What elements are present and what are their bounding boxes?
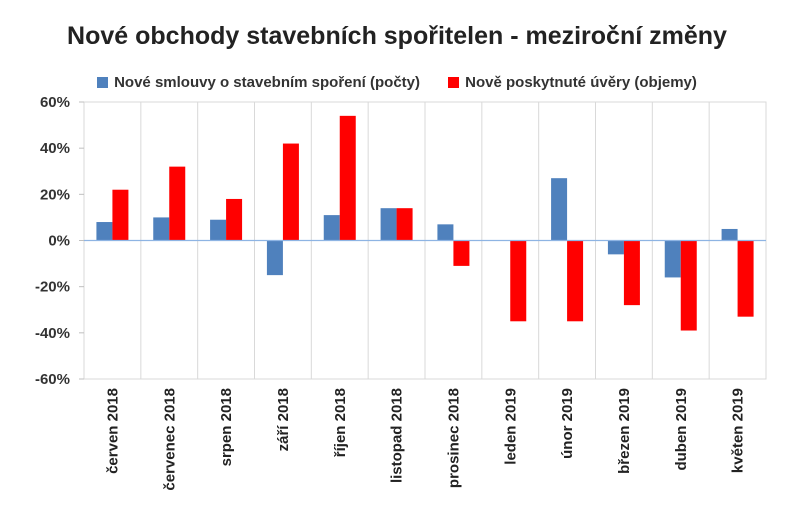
bar-uvery <box>680 240 697 331</box>
bar-uvery <box>339 115 356 241</box>
chart-legend: Nové smlouvy o stavebním spoření (počty)… <box>0 74 794 91</box>
bar-uvery <box>396 208 413 241</box>
bar-smlouvy <box>607 240 624 255</box>
legend-label-smlouvy: Nové smlouvy o stavebním spoření (počty) <box>114 74 420 91</box>
x-tick-label: květen 2019 <box>730 388 747 473</box>
legend-item-smlouvy: Nové smlouvy o stavebním spoření (počty) <box>97 74 420 91</box>
y-tick-label: -40% <box>35 325 70 342</box>
legend-label-uvery: Nově poskytnuté úvěry (objemy) <box>465 74 697 91</box>
bar-smlouvy <box>96 222 113 241</box>
y-tick-label: 60% <box>40 94 70 111</box>
bar-uvery <box>282 143 299 241</box>
y-tick-label: -20% <box>35 279 70 296</box>
bar-smlouvy <box>323 215 340 241</box>
bar-smlouvy <box>551 178 568 241</box>
bar-smlouvy <box>721 228 738 241</box>
bar-uvery <box>510 240 527 322</box>
bar-uvery <box>112 189 129 241</box>
legend-item-uvery: Nově poskytnuté úvěry (objemy) <box>448 74 697 91</box>
bar-smlouvy <box>380 208 397 241</box>
bar-uvery <box>226 198 243 241</box>
x-tick-label: září 2018 <box>275 388 292 451</box>
y-tick-label: -60% <box>35 371 70 388</box>
bar-uvery <box>453 240 470 266</box>
bar-smlouvy <box>153 217 170 241</box>
x-tick-label: leden 2019 <box>502 388 519 465</box>
bar-smlouvy <box>266 240 283 276</box>
x-tick-label: listopad 2018 <box>389 388 406 483</box>
y-tick-label: 20% <box>40 186 70 203</box>
x-tick-label: červen 2018 <box>104 388 121 474</box>
x-tick-label: červenec 2018 <box>161 388 178 491</box>
bar-uvery <box>737 240 754 317</box>
bar-uvery <box>567 240 584 322</box>
legend-swatch-smlouvy <box>97 77 109 88</box>
legend-swatch-uvery <box>448 77 460 88</box>
chart-title: Nové obchody stavebních spořitelen - mez… <box>67 22 727 50</box>
bar-smlouvy <box>210 219 227 241</box>
x-tick-label: únor 2019 <box>559 388 576 459</box>
x-tick-label: srpen 2018 <box>218 388 235 466</box>
y-tick-label: 40% <box>40 140 70 157</box>
bar-uvery <box>623 240 640 306</box>
x-tick-label: březen 2019 <box>616 388 633 474</box>
y-tick-label: 0% <box>48 233 70 250</box>
x-tick-label: říjen 2018 <box>332 388 349 457</box>
bar-smlouvy <box>664 240 681 278</box>
x-tick-label: duben 2019 <box>673 388 690 471</box>
bar-uvery <box>169 166 186 241</box>
bar-smlouvy <box>437 224 454 241</box>
x-tick-label: prosinec 2018 <box>445 388 462 488</box>
